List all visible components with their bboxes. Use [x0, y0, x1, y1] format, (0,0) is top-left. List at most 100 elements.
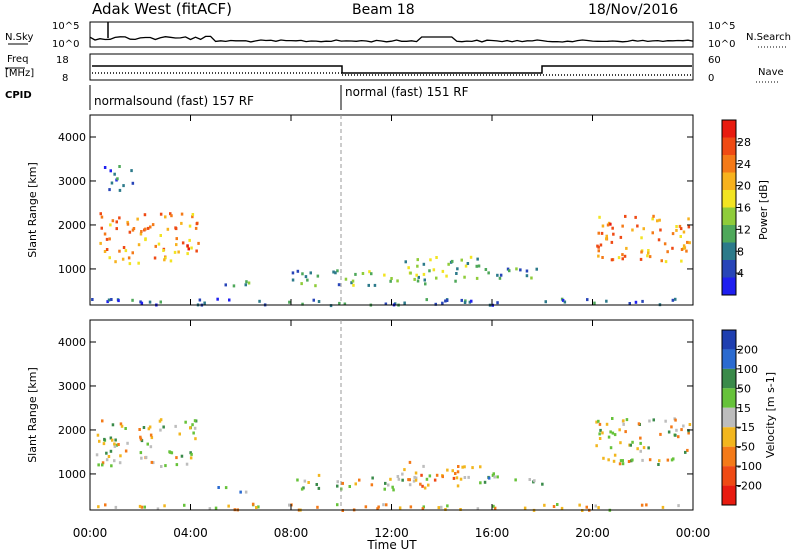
power-cell: [680, 248, 684, 251]
velocity-cell: [119, 454, 122, 458]
velocity-cell: [392, 488, 395, 492]
velocity-cell: [645, 503, 648, 507]
velocity-cell: [621, 462, 625, 466]
power-cell: [519, 268, 522, 272]
velocity-cell: [102, 442, 106, 446]
power-cell: [687, 217, 690, 221]
power-cell: [159, 300, 162, 304]
power-cell: [130, 169, 133, 173]
power-cell: [91, 298, 94, 301]
freq-tick-bottom: 8: [62, 73, 68, 84]
velocity-cell: [631, 458, 634, 462]
power-cell: [680, 259, 683, 263]
velocity-cell: [183, 503, 186, 507]
velocity-cell: [117, 443, 120, 446]
power-cell: [309, 271, 312, 275]
velocity-cell: [396, 475, 400, 478]
power-y-ticks: 1000 2000 3000 4000: [58, 131, 693, 276]
velocity-cell: [613, 453, 617, 457]
power-cell: [455, 272, 458, 275]
power-colorbar-tick-label: 24: [737, 158, 751, 171]
power-cell: [441, 269, 445, 273]
power-cell: [641, 299, 644, 303]
power-cell: [368, 270, 371, 274]
power-cell: [435, 276, 438, 280]
velocity-cell: [422, 505, 425, 509]
velocity-cell: [224, 486, 228, 490]
power-cell: [468, 300, 472, 304]
power-cell: [139, 232, 143, 236]
power-cell: [181, 241, 185, 245]
power-cell: [671, 298, 675, 302]
x-tick-label: 00:00: [676, 526, 711, 540]
power-cell: [288, 300, 291, 304]
velocity-cell: [421, 484, 424, 488]
power-cell: [621, 257, 624, 261]
velocity-cell: [437, 506, 440, 510]
velocity-colorbar-tick-label: 15: [737, 402, 751, 415]
power-cell: [177, 250, 180, 254]
power-cell: [103, 250, 107, 253]
velocity-cell: [670, 425, 673, 429]
power-cell: [624, 214, 627, 218]
power-cell: [674, 297, 677, 301]
velocity-cell: [160, 465, 163, 468]
velocity-cell: [639, 441, 642, 445]
velocity-cell: [307, 481, 310, 484]
velocity-swatch: [722, 466, 736, 486]
power-cell: [296, 269, 300, 273]
power-swatch: [722, 137, 736, 155]
power-cell: [124, 249, 128, 253]
velocity-cell: [461, 465, 464, 469]
power-cell: [646, 254, 649, 258]
noise-sky-line: [89, 35, 694, 43]
velocity-data: [95, 417, 692, 512]
velocity-cell: [664, 419, 667, 423]
power-cell: [122, 246, 126, 249]
power-cell: [611, 226, 614, 230]
velocity-cell: [288, 503, 291, 507]
power-cell: [317, 300, 321, 303]
power-cell: [648, 255, 652, 259]
power-cell: [657, 238, 661, 242]
velocity-cell: [159, 428, 162, 432]
velocity-y-ticks: 1000 2000 3000 4000: [58, 336, 693, 481]
power-cell: [664, 260, 668, 264]
power-cell: [403, 301, 406, 305]
velocity-cell: [149, 433, 153, 437]
velocity-cell: [244, 490, 248, 494]
power-cell: [417, 275, 420, 279]
power-cell: [186, 252, 189, 256]
power-cell: [640, 250, 643, 254]
nave-label: Nave: [758, 67, 784, 78]
power-cell: [336, 269, 339, 273]
power-cell: [470, 299, 473, 303]
power-cell: [601, 256, 604, 259]
power-cell: [144, 237, 147, 241]
power-cell: [131, 251, 134, 255]
velocity-cell: [104, 503, 107, 507]
x-axis-ticks: 00:00 04:00 08:00 12:00 16:00 20:00 00:00: [73, 115, 711, 540]
power-cell: [116, 177, 119, 181]
velocity-cell: [595, 444, 598, 448]
power-cell: [610, 240, 614, 244]
power-swatch: [722, 155, 736, 173]
power-cell: [118, 165, 121, 168]
velocity-cell: [661, 505, 665, 509]
velocity-cell: [552, 505, 556, 508]
power-cell: [312, 298, 315, 302]
velocity-cell: [175, 463, 179, 467]
velocity-cell: [611, 431, 615, 435]
power-cell: [245, 280, 248, 284]
noise-left-label: N.Sky: [5, 32, 33, 43]
power-cell: [191, 213, 195, 216]
power-cell: [100, 226, 103, 230]
nave-tick-bottom: 0: [708, 73, 714, 84]
power-cell: [642, 227, 645, 231]
velocity-cell: [605, 422, 609, 426]
power-cell: [441, 301, 444, 305]
velocity-cell: [601, 431, 604, 435]
power-cell: [117, 299, 120, 303]
velocity-cell: [257, 505, 260, 509]
x-axis-label: Time UT: [366, 538, 417, 552]
